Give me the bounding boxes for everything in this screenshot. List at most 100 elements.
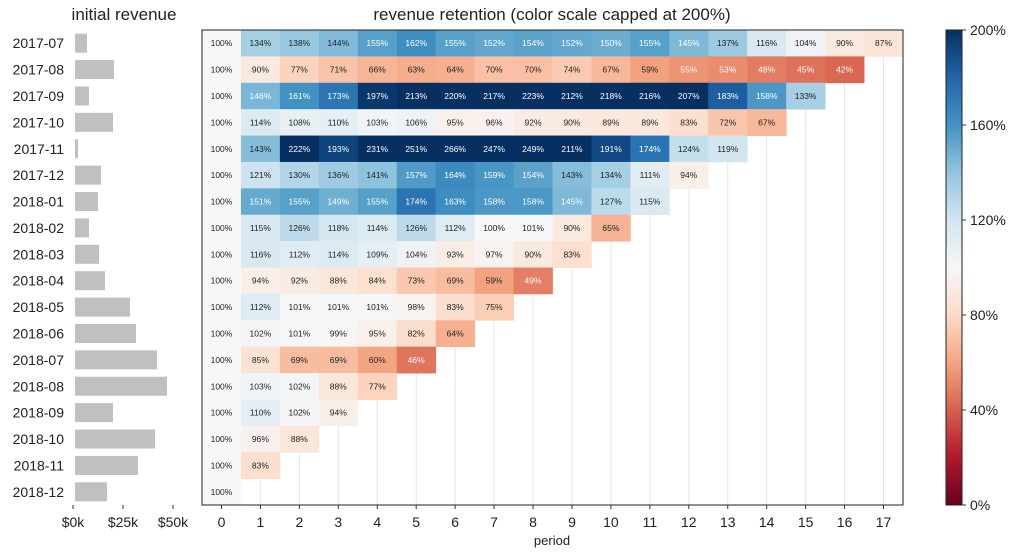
revenue-bar	[75, 403, 113, 423]
bar-row-label: 2017-10	[13, 114, 65, 130]
heatmap-cell-label: 155%	[366, 38, 388, 48]
heatmap-cell	[318, 82, 359, 110]
heatmap-cell	[396, 82, 437, 110]
heatmap-cell-label: 137%	[717, 38, 739, 48]
heatmap-cell	[357, 188, 398, 216]
bar-row-label: 2018-06	[13, 325, 65, 341]
initial-revenue-title: initial revenue	[72, 5, 177, 24]
colorbar-bar	[945, 29, 963, 506]
colorbar-tick-label: 40%	[970, 402, 998, 418]
heatmap-cell-label: 77%	[369, 381, 386, 391]
heatmap-cell	[552, 109, 592, 136]
heatmap-cell-label: 191%	[600, 144, 622, 154]
heatmap-cell	[318, 320, 359, 348]
heatmap-cell-label: 218%	[600, 91, 622, 101]
heatmap-cell-label: 83%	[447, 302, 464, 312]
bar-row-label: 2018-11	[14, 457, 65, 473]
heatmap-xtick-label: 11	[643, 514, 658, 530]
heatmap-cell	[357, 241, 398, 268]
heatmap-cell-label: 88%	[291, 434, 308, 444]
heatmap-cell-label: 90%	[252, 65, 269, 75]
heatmap-cell-label: 155%	[444, 38, 466, 48]
bar-row-label: 2017-08	[13, 62, 65, 78]
heatmap-cell	[474, 161, 514, 189]
heatmap-cell	[240, 293, 281, 321]
heatmap-xtick-label: 16	[837, 514, 853, 530]
heatmap-cell-label: 154%	[522, 170, 544, 180]
heatmap-cell	[202, 293, 242, 321]
heatmap-cell-label: 100%	[483, 223, 505, 233]
heatmap-cell	[357, 373, 398, 400]
heatmap-cell-label: 84%	[369, 276, 386, 286]
heatmap-cell	[552, 214, 592, 242]
heatmap-cell-label: 115%	[250, 223, 272, 233]
heatmap-cell	[591, 161, 631, 189]
heatmap-cell	[747, 109, 787, 136]
bar-row-label: 2018-04	[13, 273, 65, 289]
heatmap-cell-label: 220%	[444, 91, 466, 101]
heatmap-cell-label: 231%	[366, 144, 388, 154]
heatmap-xtick-label: 8	[529, 514, 537, 530]
heatmap-cell-label: 100%	[211, 408, 233, 418]
heatmap-cell	[474, 135, 514, 163]
revenue-bar	[75, 112, 113, 132]
colorbar-tick-label: 0%	[970, 497, 990, 513]
heatmap-cell-label: 42%	[836, 65, 853, 75]
heatmap-xtick-label: 5	[412, 514, 420, 530]
heatmap-cell	[591, 30, 631, 57]
heatmap-cell	[591, 82, 631, 110]
heatmap-cell-label: 126%	[405, 223, 427, 233]
heatmap-cell-label: 106%	[405, 117, 427, 127]
heatmap-cell	[552, 188, 592, 216]
heatmap-cell-label: 89%	[641, 117, 658, 127]
heatmap-cell-label: 207%	[678, 91, 700, 101]
heatmap-cell	[591, 135, 631, 163]
bar-xtick-label: $50k	[158, 514, 189, 530]
heatmap-cell	[240, 241, 281, 268]
heatmap-cell	[318, 241, 359, 268]
heatmap-cell	[552, 82, 592, 110]
heatmap-cell	[202, 30, 242, 57]
heatmap-cell	[240, 267, 281, 295]
heatmap-cell-label: 99%	[330, 328, 347, 338]
heatmap-cell	[240, 214, 281, 242]
heatmap-cell	[435, 214, 476, 242]
heatmap-cell-label: 247%	[483, 144, 505, 154]
heatmap-cell	[708, 109, 748, 136]
heatmap-cell	[708, 135, 748, 163]
heatmap-cell-label: 161%	[288, 91, 310, 101]
revenue-bar	[75, 192, 98, 212]
heatmap-cell	[396, 214, 437, 242]
heatmap-cell	[513, 241, 553, 268]
heatmap-cell-label: 100%	[211, 434, 233, 444]
heatmap-cell	[552, 30, 592, 57]
heatmap-cell	[630, 161, 670, 189]
heatmap-cell-label: 146%	[250, 91, 272, 101]
heatmap-cell	[202, 188, 242, 216]
heatmap-xtick-label: 6	[451, 514, 459, 530]
bar-row-label: 2018-10	[13, 431, 65, 447]
heatmap-cell	[435, 188, 476, 216]
heatmap-cell-label: 101%	[327, 302, 349, 312]
heatmap-cell-label: 111%	[640, 170, 661, 180]
heatmap-cell	[435, 82, 476, 110]
heatmap-cell	[240, 188, 281, 216]
heatmap-cell	[786, 56, 826, 84]
heatmap-cell	[474, 30, 514, 57]
heatmap-cell-label: 87%	[875, 38, 892, 48]
heatmap-cell-label: 217%	[483, 91, 505, 101]
heatmap-cell-label: 85%	[252, 355, 269, 365]
heatmap-cell-label: 143%	[250, 144, 272, 154]
bar-xtick-label: $0k	[62, 514, 86, 530]
heatmap-cell-label: 130%	[288, 170, 310, 180]
heatmap-xtick-label: 14	[759, 514, 775, 530]
heatmap-cell	[396, 30, 437, 57]
heatmap-cell-label: 72%	[719, 117, 736, 127]
heatmap-cell	[202, 241, 242, 268]
heatmap-cell	[591, 109, 631, 136]
heatmap-cell	[357, 56, 398, 84]
heatmap-cell-label: 59%	[641, 65, 658, 75]
heatmap-cell	[318, 293, 359, 321]
heatmap-cell-label: 150%	[600, 38, 622, 48]
revenue-bar	[75, 33, 87, 53]
